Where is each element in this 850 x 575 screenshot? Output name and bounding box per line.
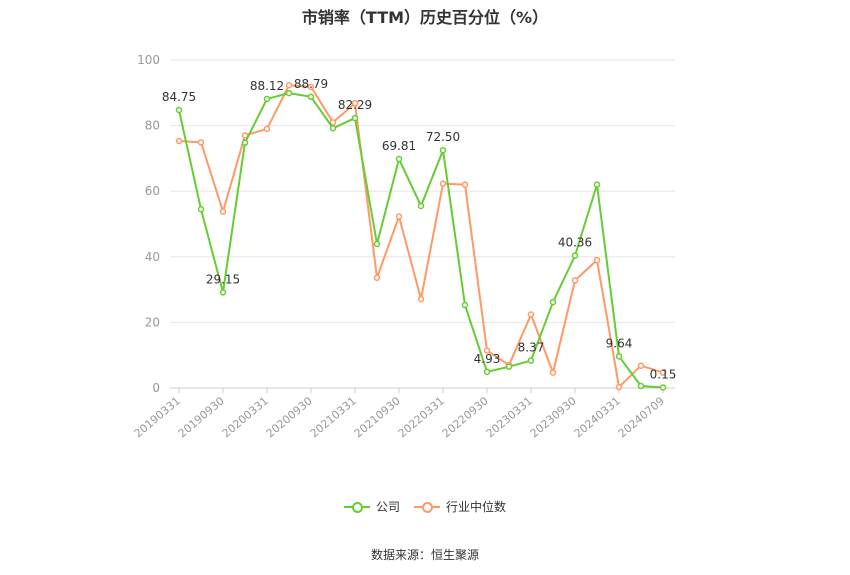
data-label: 82.29: [338, 98, 372, 112]
data-point-industry-median: [175, 137, 183, 145]
data-point-company: [373, 240, 381, 248]
x-tick-label: 20220930: [440, 394, 491, 440]
data-point-company: [219, 289, 227, 296]
data-point-company: [505, 363, 513, 370]
data-source: 数据来源：恒生聚源: [370, 548, 479, 562]
y-tick-label: 0: [152, 381, 160, 395]
chart-legend: 公司 行业中位数: [0, 498, 850, 515]
legend-item-company[interactable]: 公司: [343, 498, 400, 515]
data-point-industry-median: [307, 83, 315, 91]
data-point-industry-median: [395, 213, 403, 220]
data-point-industry-median: [527, 311, 535, 318]
data-point-company: [593, 181, 601, 188]
data-point-company: [285, 89, 293, 97]
legend-item-industry-median[interactable]: 行业中位数: [414, 498, 506, 515]
data-label: 88.79: [294, 77, 328, 91]
x-tick-label: 20200930: [264, 394, 315, 440]
x-tick-label: 20190331: [132, 394, 183, 440]
data-point-company: [263, 95, 271, 103]
data-point-industry-median: [659, 369, 667, 376]
data-point-company: [637, 382, 645, 390]
data-point-industry-median: [373, 274, 381, 282]
data-point-industry-median: [351, 100, 359, 107]
y-tick-label: 20: [145, 315, 160, 329]
x-tick-label: 20210331: [308, 394, 359, 440]
data-label: 4.93: [474, 352, 501, 366]
data-point-industry-median: [285, 82, 293, 89]
data-point-company: [527, 357, 535, 364]
x-tick-label: 20240709: [616, 394, 667, 440]
data-point-company: [307, 93, 315, 101]
x-tick-label: 20210930: [352, 394, 403, 440]
legend-label-company: 公司: [375, 500, 400, 514]
data-point-industry-median: [637, 362, 645, 369]
y-tick-label: 100: [137, 53, 160, 67]
data-point-industry-median: [329, 119, 337, 126]
y-tick-label: 40: [145, 250, 160, 264]
data-point-company: [461, 301, 469, 309]
data-point-industry-median: [241, 132, 249, 139]
data-label: 72.50: [426, 130, 460, 144]
data-point-industry-median: [461, 181, 469, 188]
data-label: 29.15: [206, 272, 240, 286]
data-point-company: [417, 202, 425, 210]
data-label: 84.75: [162, 90, 196, 104]
x-tick-label: 20200331: [220, 394, 271, 440]
y-tick-label: 80: [145, 119, 160, 133]
data-point-industry-median: [197, 139, 205, 146]
data-point-company: [571, 252, 579, 259]
legend-label-industry-median: 行业中位数: [446, 500, 507, 514]
data-point-company: [549, 298, 557, 306]
data-point-company: [615, 353, 623, 360]
data-point-industry-median: [219, 208, 227, 215]
x-tick-label: 20220331: [396, 394, 447, 440]
chart-title: 市销率（TTM）历史百分位（%）: [301, 8, 549, 27]
data-point-industry-median: [417, 295, 425, 303]
data-point-company: [395, 155, 403, 163]
data-label: 8.37: [518, 341, 545, 355]
data-point-company: [329, 124, 337, 132]
data-point-company: [241, 139, 249, 146]
data-point-industry-median: [263, 125, 271, 133]
data-point-industry-median: [571, 277, 579, 284]
legend-swatch-company: [343, 500, 370, 514]
y-tick-label: 60: [145, 184, 160, 198]
data-label: 69.81: [382, 139, 416, 153]
data-point-industry-median: [593, 256, 601, 264]
data-point-company: [351, 114, 359, 122]
data-label: 0.15: [650, 368, 677, 382]
data-point-industry-median: [439, 180, 447, 187]
data-point-company: [175, 106, 183, 114]
data-label: 88.12: [250, 79, 284, 93]
x-tick-label: 20190930: [176, 394, 227, 440]
x-tick-label: 20230331: [484, 394, 535, 440]
data-point-industry-median: [615, 383, 623, 391]
data-label: 9.64: [606, 336, 633, 350]
data-point-industry-median: [483, 347, 491, 354]
legend-swatch-industry-median: [414, 500, 440, 514]
data-point-company: [659, 384, 667, 391]
data-point-company: [439, 146, 447, 154]
data-point-company: [197, 205, 205, 213]
data-point-industry-median: [549, 369, 557, 376]
x-tick-label: 20240331: [572, 394, 623, 440]
data-label: 40.36: [558, 236, 592, 250]
data-point-company: [483, 368, 491, 376]
x-tick-label: 20230930: [528, 394, 579, 440]
